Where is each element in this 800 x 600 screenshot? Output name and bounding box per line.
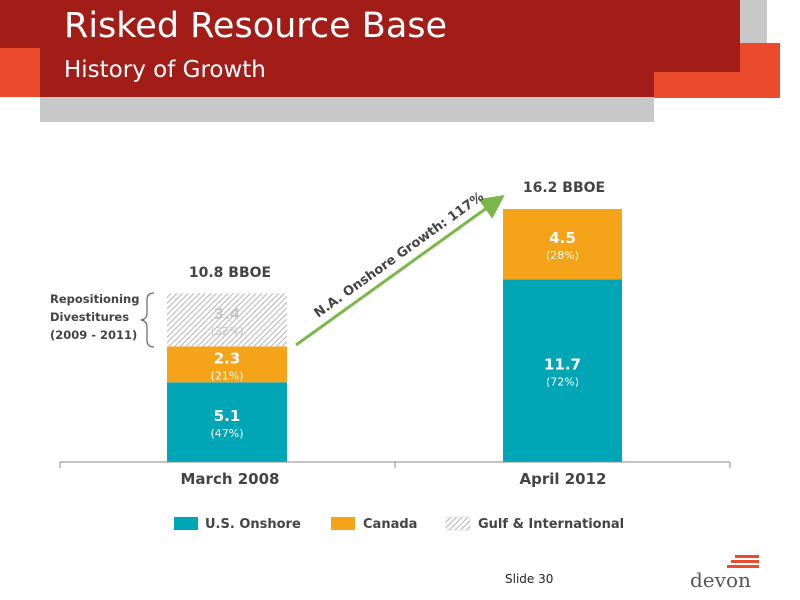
value-label-us-onshore-march-2008: 5.1 — [214, 407, 241, 425]
bar-canada-march-2008 — [167, 346, 287, 383]
bracket-label-line-3: (2009 - 2011) — [50, 328, 137, 342]
bar-us-onshore-april-2012 — [503, 279, 622, 462]
header-decor-orange-left — [0, 48, 40, 97]
page-subtitle: History of Growth — [64, 57, 266, 83]
percent-label-us-onshore-march-2008: (47%) — [210, 427, 243, 440]
legend-label-gulf-international: Gulf & International — [478, 517, 624, 532]
legend-swatch-canada — [331, 517, 355, 530]
growth-arrow — [295, 194, 505, 347]
percent-label-gulf-international-march-2008: (32%) — [210, 325, 243, 338]
bracket-label-line-2: Divestitures — [50, 310, 129, 324]
total-label-march-2008: 10.8 BBOE — [189, 265, 271, 281]
legend-swatch-us-onshore — [174, 517, 198, 530]
percent-label-us-onshore-april-2012: (72%) — [546, 376, 579, 389]
bar-canada-april-2012 — [503, 209, 622, 280]
growth-annotation: N.A. Onshore Growth: 117% — [312, 189, 487, 321]
devon-logo-wordmark: devon — [690, 568, 751, 592]
bar-us-onshore-march-2008 — [167, 382, 287, 462]
percent-label-canada-april-2012: (28%) — [546, 249, 579, 262]
bar-gulf-international-march-2008 — [167, 293, 287, 347]
devon-logo-icon — [727, 555, 759, 568]
legend-label-us-onshore: U.S. Onshore — [205, 517, 301, 532]
slide-number: Slide 30 — [505, 572, 554, 586]
header-banner-extension — [654, 0, 740, 72]
percent-label-canada-march-2008: (21%) — [210, 369, 243, 382]
header-banner — [0, 0, 654, 97]
divestiture-bracket — [140, 292, 155, 348]
value-label-gulf-international-march-2008: 3.4 — [214, 305, 241, 323]
page-title: Risked Resource Base — [64, 6, 448, 46]
x-tick-label-march-2008: March 2008 — [181, 470, 280, 488]
value-label-us-onshore-april-2012: 11.7 — [544, 356, 581, 374]
header-decor-gray-small — [740, 0, 767, 43]
legend-swatch-gulf-international — [445, 516, 471, 531]
legend-label-canada: Canada — [363, 517, 417, 532]
x-tick-label-april-2012: April 2012 — [520, 470, 607, 488]
total-label-april-2012: 16.2 BBOE — [523, 180, 605, 196]
bracket-label-line-1: Repositioning — [50, 292, 139, 306]
value-label-canada-march-2008: 2.3 — [214, 349, 241, 367]
value-label-canada-april-2012: 4.5 — [549, 229, 576, 247]
